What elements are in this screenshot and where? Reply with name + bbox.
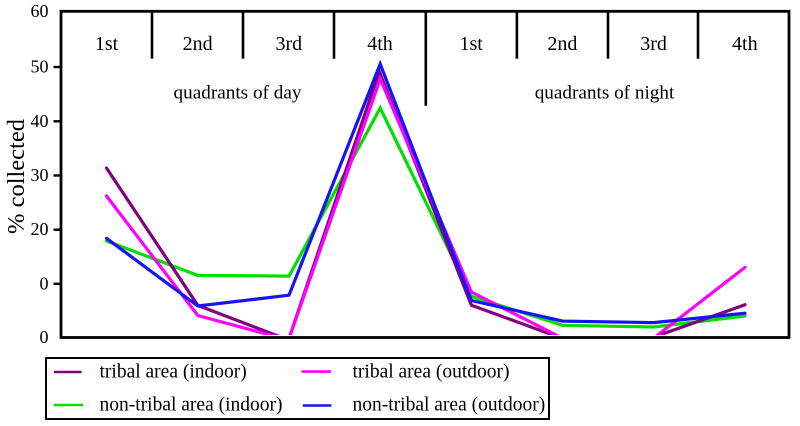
svg-text:40: 40 (31, 111, 49, 131)
svg-text:0: 0 (40, 273, 49, 293)
svg-text:% collected: % collected (3, 119, 30, 234)
svg-text:2nd: 2nd (183, 33, 213, 55)
svg-text:tribal area (indoor): tribal area (indoor) (100, 361, 247, 382)
svg-text:non-tribal area (outdoor): non-tribal area (outdoor) (353, 395, 546, 416)
svg-text:non-tribal area (indoor): non-tribal area (indoor) (100, 395, 283, 416)
svg-text:30: 30 (31, 165, 49, 185)
svg-text:1st: 1st (460, 33, 484, 55)
svg-text:3rd: 3rd (640, 33, 667, 55)
svg-text:1st: 1st (95, 33, 119, 55)
svg-text:50: 50 (31, 57, 49, 77)
svg-text:4th: 4th (367, 33, 393, 55)
svg-text:60: 60 (31, 1, 49, 21)
svg-text:0: 0 (40, 327, 49, 347)
svg-text:3rd: 3rd (275, 33, 302, 55)
svg-text:quadrants of night: quadrants of night (535, 82, 675, 103)
svg-text:20: 20 (31, 219, 49, 239)
svg-text:2nd: 2nd (547, 33, 577, 55)
svg-text:tribal area (outdoor): tribal area (outdoor) (353, 361, 510, 382)
svg-text:4th: 4th (732, 33, 758, 55)
svg-text:quadrants of day: quadrants of day (174, 82, 302, 103)
